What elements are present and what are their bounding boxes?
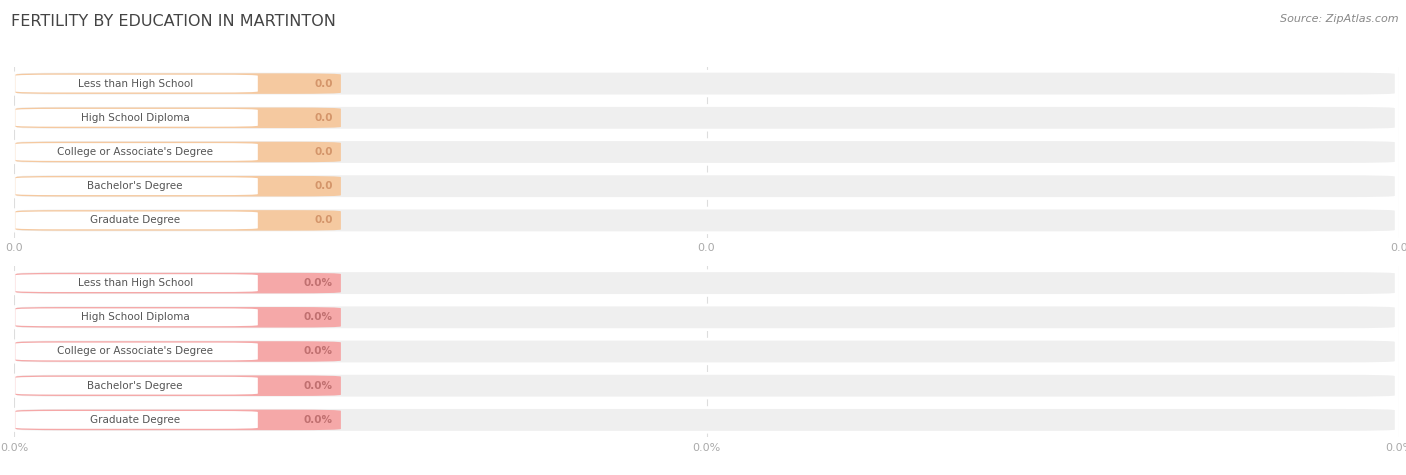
Text: Bachelor's Degree: Bachelor's Degree bbox=[87, 181, 183, 191]
FancyBboxPatch shape bbox=[15, 105, 1396, 130]
Text: 0.0%: 0.0% bbox=[304, 312, 333, 323]
Text: High School Diploma: High School Diploma bbox=[82, 113, 190, 123]
FancyBboxPatch shape bbox=[15, 271, 1396, 295]
FancyBboxPatch shape bbox=[15, 73, 340, 94]
FancyBboxPatch shape bbox=[15, 305, 1396, 330]
Text: College or Associate's Degree: College or Associate's Degree bbox=[58, 147, 214, 157]
FancyBboxPatch shape bbox=[15, 375, 340, 396]
FancyBboxPatch shape bbox=[15, 143, 257, 161]
FancyBboxPatch shape bbox=[15, 274, 257, 292]
Text: 0.0%: 0.0% bbox=[304, 415, 333, 425]
FancyBboxPatch shape bbox=[15, 177, 257, 195]
FancyBboxPatch shape bbox=[15, 308, 257, 326]
FancyBboxPatch shape bbox=[15, 107, 340, 128]
Text: Bachelor's Degree: Bachelor's Degree bbox=[87, 380, 183, 391]
Text: Source: ZipAtlas.com: Source: ZipAtlas.com bbox=[1281, 14, 1399, 24]
Text: 0.0: 0.0 bbox=[314, 181, 333, 191]
FancyBboxPatch shape bbox=[15, 341, 340, 362]
FancyBboxPatch shape bbox=[15, 411, 257, 429]
Text: 0.0%: 0.0% bbox=[304, 346, 333, 357]
FancyBboxPatch shape bbox=[15, 142, 340, 162]
FancyBboxPatch shape bbox=[15, 408, 1396, 432]
FancyBboxPatch shape bbox=[15, 208, 1396, 233]
Text: Graduate Degree: Graduate Degree bbox=[90, 415, 180, 425]
FancyBboxPatch shape bbox=[15, 140, 1396, 164]
FancyBboxPatch shape bbox=[15, 409, 340, 430]
Text: High School Diploma: High School Diploma bbox=[82, 312, 190, 323]
FancyBboxPatch shape bbox=[15, 273, 340, 294]
FancyBboxPatch shape bbox=[15, 342, 257, 361]
FancyBboxPatch shape bbox=[15, 176, 340, 197]
FancyBboxPatch shape bbox=[15, 377, 257, 395]
Text: Less than High School: Less than High School bbox=[77, 278, 193, 288]
FancyBboxPatch shape bbox=[15, 307, 340, 328]
Text: 0.0: 0.0 bbox=[314, 113, 333, 123]
FancyBboxPatch shape bbox=[15, 71, 1396, 96]
FancyBboxPatch shape bbox=[15, 211, 257, 229]
FancyBboxPatch shape bbox=[15, 174, 1396, 199]
Text: Less than High School: Less than High School bbox=[77, 78, 193, 89]
FancyBboxPatch shape bbox=[15, 210, 340, 231]
Text: 0.0%: 0.0% bbox=[304, 278, 333, 288]
Text: 0.0: 0.0 bbox=[314, 215, 333, 226]
FancyBboxPatch shape bbox=[15, 109, 257, 127]
Text: Graduate Degree: Graduate Degree bbox=[90, 215, 180, 226]
Text: 0.0: 0.0 bbox=[314, 78, 333, 89]
Text: 0.0%: 0.0% bbox=[304, 380, 333, 391]
FancyBboxPatch shape bbox=[15, 339, 1396, 364]
FancyBboxPatch shape bbox=[15, 75, 257, 93]
FancyBboxPatch shape bbox=[15, 373, 1396, 398]
Text: College or Associate's Degree: College or Associate's Degree bbox=[58, 346, 214, 357]
Text: 0.0: 0.0 bbox=[314, 147, 333, 157]
Text: FERTILITY BY EDUCATION IN MARTINTON: FERTILITY BY EDUCATION IN MARTINTON bbox=[11, 14, 336, 29]
